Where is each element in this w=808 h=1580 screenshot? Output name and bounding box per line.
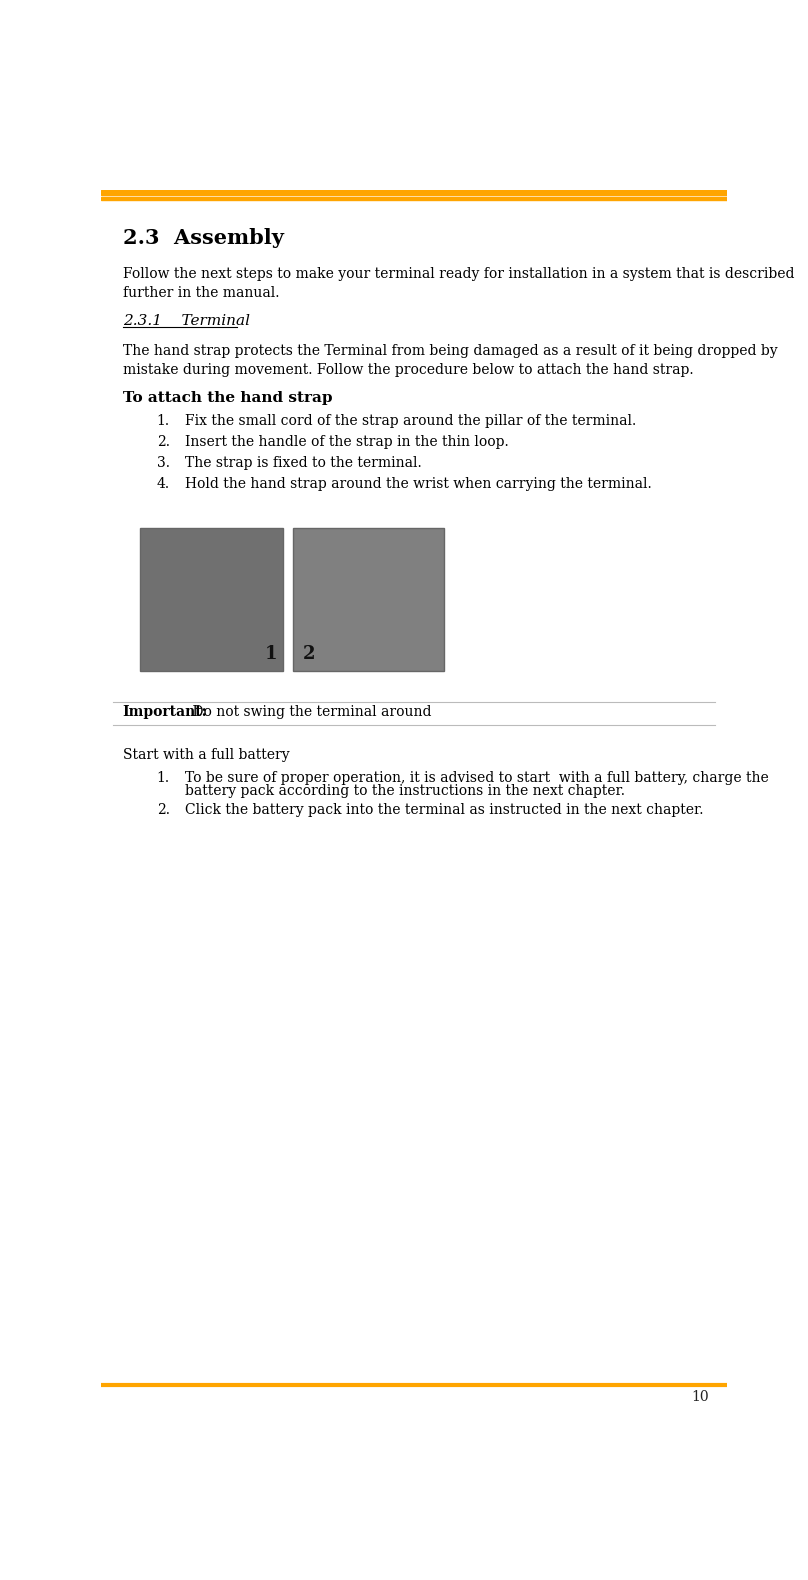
- Text: Start with a full battery: Start with a full battery: [123, 747, 289, 762]
- Text: 2.: 2.: [157, 435, 170, 449]
- Text: To attach the hand strap: To attach the hand strap: [123, 392, 332, 406]
- Text: 3.: 3.: [157, 457, 170, 469]
- Bar: [140, 528, 283, 672]
- Text: 10: 10: [692, 1390, 709, 1405]
- Text: Fix the small cord of the strap around the pillar of the terminal.: Fix the small cord of the strap around t…: [185, 414, 636, 428]
- Text: 4.: 4.: [157, 477, 170, 491]
- Text: Important:: Important:: [123, 706, 208, 719]
- Bar: [101, 190, 727, 194]
- Text: 1.: 1.: [157, 771, 170, 785]
- Text: Hold the hand strap around the wrist when carrying the terminal.: Hold the hand strap around the wrist whe…: [185, 477, 651, 491]
- Text: 1: 1: [264, 645, 277, 664]
- Text: 1.: 1.: [157, 414, 170, 428]
- Bar: [293, 528, 444, 672]
- Text: 2: 2: [302, 645, 315, 664]
- Text: To be sure of proper operation, it is advised to start  with a full battery, cha: To be sure of proper operation, it is ad…: [185, 771, 768, 785]
- Text: The strap is fixed to the terminal.: The strap is fixed to the terminal.: [185, 457, 422, 469]
- Text: Insert the handle of the strap in the thin loop.: Insert the handle of the strap in the th…: [185, 435, 508, 449]
- Text: Click the battery pack into the terminal as instructed in the next chapter.: Click the battery pack into the terminal…: [185, 803, 703, 817]
- Text: 2.3  Assembly: 2.3 Assembly: [123, 228, 284, 248]
- Text: 2.3.1    Terminal: 2.3.1 Terminal: [123, 314, 250, 329]
- Text: 2.: 2.: [157, 803, 170, 817]
- Bar: [101, 196, 727, 199]
- Text: Do not swing the terminal around: Do not swing the terminal around: [175, 706, 431, 719]
- Text: battery pack according to the instructions in the next chapter.: battery pack according to the instructio…: [185, 784, 625, 798]
- Text: Follow the next steps to make your terminal ready for installation in a system t: Follow the next steps to make your termi…: [123, 267, 794, 300]
- Text: The hand strap protects the Terminal from being damaged as a result of it being : The hand strap protects the Terminal fro…: [123, 343, 777, 378]
